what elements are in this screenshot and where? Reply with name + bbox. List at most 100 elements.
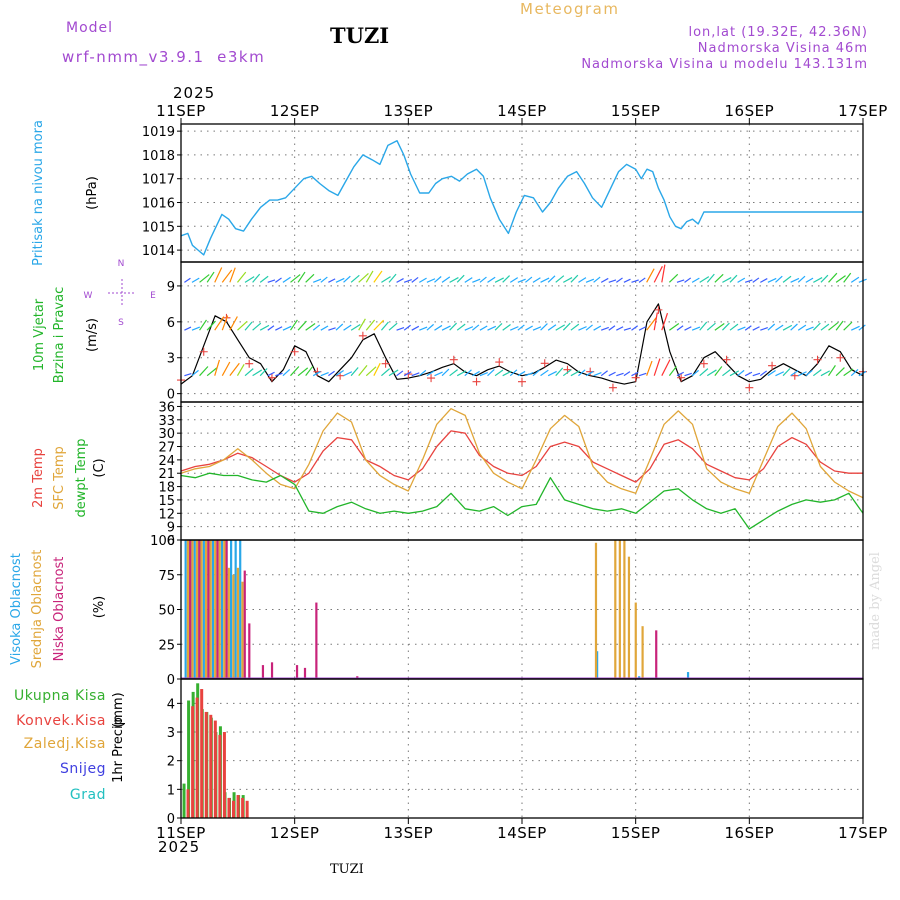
wind-arrow	[623, 327, 632, 331]
wind-arrow	[714, 366, 723, 377]
conv-precip-bar	[232, 800, 236, 818]
wind-arrow	[669, 322, 680, 331]
y-tick-label: 3	[167, 352, 175, 367]
wind-arrow	[714, 322, 725, 331]
low-cloud-bar	[248, 623, 251, 679]
wind-arrow	[775, 371, 785, 377]
wind-arrow	[388, 322, 398, 331]
y-tick-label: 0	[167, 812, 175, 827]
low-cloud-bar	[198, 540, 201, 679]
compass-n: N	[118, 259, 125, 269]
mid-cloud-bar	[195, 540, 199, 679]
wind-arrow	[805, 369, 813, 377]
wind-arrow	[638, 326, 647, 331]
wind-arrow	[676, 325, 684, 331]
wind-arrow	[297, 320, 307, 331]
wind-arrow	[661, 312, 669, 331]
wind-arrow	[555, 275, 565, 283]
wind-arrow	[517, 324, 525, 331]
wind-arrow	[494, 322, 503, 331]
low-cloud-bar	[315, 602, 318, 679]
wind-arrow	[244, 276, 255, 283]
wind-arrow	[691, 326, 701, 331]
wind-arrow	[313, 278, 322, 283]
wind-arrow	[600, 277, 609, 283]
high-cloud-bar	[230, 540, 233, 679]
wind-arrow	[525, 276, 533, 283]
wind-arrow	[608, 325, 616, 331]
wind-arrow	[365, 319, 376, 331]
wind-arrow	[623, 371, 631, 377]
wind-arrow	[494, 277, 504, 283]
wind-arrow	[252, 322, 262, 331]
wind-arrow	[267, 279, 276, 283]
wind-arrow	[381, 368, 391, 377]
wind-arrow	[805, 277, 814, 283]
gust-marker	[404, 370, 413, 379]
wind-arrow	[813, 369, 822, 377]
mid-cloud-bar	[241, 581, 244, 679]
wind-arrow	[479, 372, 488, 377]
wind-arrow	[782, 275, 792, 283]
model-elevation-label: Nadmorska Visina u modelu 143.131m	[581, 57, 868, 72]
gust-marker	[427, 374, 436, 383]
temp-unit: (C)	[92, 458, 107, 477]
y-tick-label: 1018	[142, 149, 175, 164]
mid-cloud-bar	[205, 540, 208, 679]
wind-arrow	[820, 323, 830, 331]
wind-arrow	[797, 275, 806, 283]
wind-arrow	[479, 325, 488, 331]
wind-arrow	[509, 369, 518, 377]
wind-arrow	[403, 324, 411, 331]
wind-arrow	[259, 324, 270, 331]
wind-arrow	[646, 268, 655, 283]
y-tick-label: 1	[167, 783, 175, 798]
wind-arrow	[608, 279, 617, 283]
wind-arrow	[328, 327, 336, 331]
wind-arrow	[752, 326, 760, 331]
wind-arrow	[828, 365, 836, 377]
wind-arrow	[616, 326, 624, 331]
wind-arrow	[653, 312, 658, 331]
wind-arrow	[267, 325, 275, 331]
wind-arrow	[373, 362, 381, 376]
y-tick-label: 1017	[142, 173, 175, 188]
x-tick-label-top: 15SEP	[611, 102, 661, 120]
wind-arrow	[653, 358, 661, 376]
wind-arrow	[184, 372, 192, 377]
wind-arrow	[267, 371, 275, 377]
wind-arrow	[850, 369, 859, 377]
y-tick-label: 50	[158, 604, 175, 619]
wind-arrow	[487, 276, 496, 283]
wind-arrow	[441, 276, 451, 283]
x-tick-label-top: 16SEP	[725, 102, 775, 120]
wind-arrow	[797, 371, 807, 377]
conv-precip-bar	[227, 797, 231, 818]
gust-marker	[449, 355, 458, 364]
wind-arrow	[199, 274, 210, 283]
wind-arrow	[244, 368, 254, 377]
wind-arrow	[403, 371, 412, 377]
mid-cloud-bar	[614, 540, 617, 679]
wind-arrow	[759, 370, 768, 377]
mid-cloud-bar	[186, 540, 190, 679]
wind-arrow	[328, 370, 335, 377]
wind-arrow	[850, 276, 860, 283]
wind-arrow	[396, 326, 405, 331]
wind-arrow	[843, 321, 853, 331]
wind-arrow	[631, 279, 639, 283]
wind-arrow	[184, 326, 192, 331]
wind-arrow	[767, 323, 776, 331]
wind-arrow	[790, 323, 798, 331]
wind-arrow	[722, 369, 731, 377]
wind-arrow	[532, 277, 541, 283]
wind-arrow	[820, 274, 829, 283]
low-cloud-bar	[655, 630, 658, 679]
y-tick-label: 4	[167, 697, 175, 712]
wind-arrow	[494, 369, 504, 377]
mid-cloud-bar	[214, 540, 217, 679]
conv-precip-bar	[191, 706, 195, 818]
coords-label: lon,lat (19.32E, 42.36N)	[688, 25, 868, 40]
wind-arrow	[297, 271, 306, 283]
wind-arrow	[320, 276, 328, 283]
